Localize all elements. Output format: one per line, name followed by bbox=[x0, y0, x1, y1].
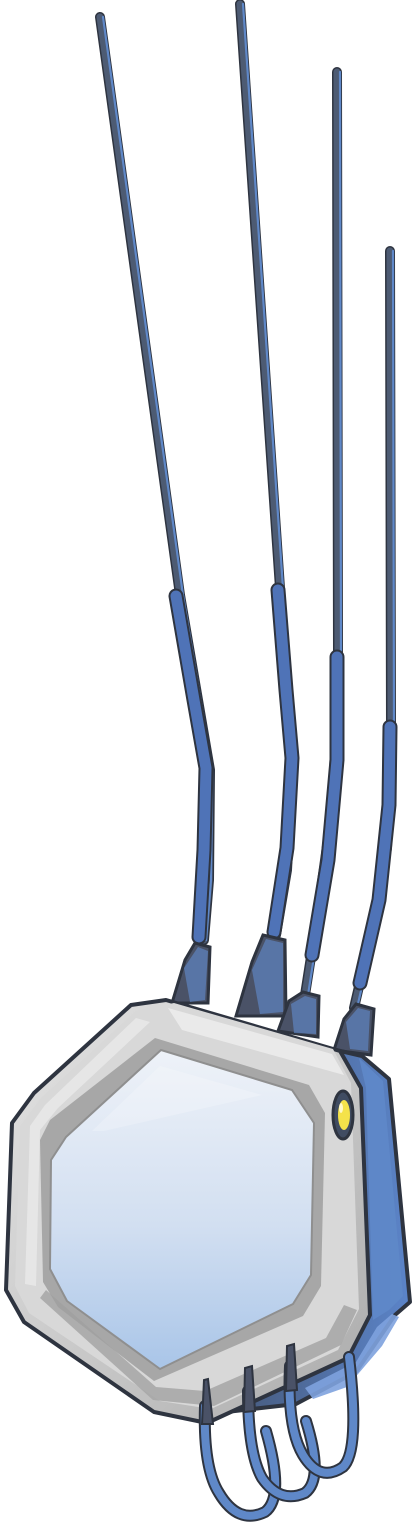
cable-loop-3 bbox=[283, 1342, 360, 1479]
antenna-1 bbox=[95, 12, 215, 1005]
antenna-3 bbox=[275, 67, 345, 1039]
cable-loop-1 bbox=[198, 1377, 282, 1522]
bottom-cable-loops bbox=[198, 1342, 360, 1522]
antenna-2 bbox=[233, 0, 300, 1018]
antenna-4 bbox=[332, 246, 398, 1057]
router-screen bbox=[48, 1048, 316, 1371]
antenna-group bbox=[95, 0, 398, 1057]
status-light-icon bbox=[331, 1089, 355, 1141]
